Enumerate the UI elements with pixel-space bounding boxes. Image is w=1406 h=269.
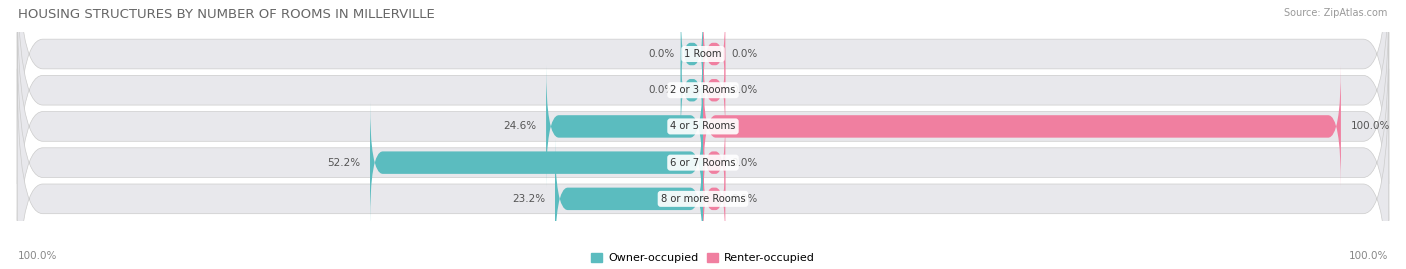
FancyBboxPatch shape — [703, 156, 725, 242]
FancyBboxPatch shape — [703, 47, 725, 133]
Text: 0.0%: 0.0% — [648, 49, 675, 59]
FancyBboxPatch shape — [681, 47, 703, 133]
FancyBboxPatch shape — [546, 65, 703, 188]
FancyBboxPatch shape — [17, 69, 1389, 269]
Text: 4 or 5 Rooms: 4 or 5 Rooms — [671, 121, 735, 132]
FancyBboxPatch shape — [17, 33, 1389, 269]
FancyBboxPatch shape — [681, 11, 703, 97]
Text: 0.0%: 0.0% — [731, 85, 758, 95]
Text: 6 or 7 Rooms: 6 or 7 Rooms — [671, 158, 735, 168]
FancyBboxPatch shape — [703, 119, 725, 206]
Text: 0.0%: 0.0% — [648, 85, 675, 95]
Text: HOUSING STRUCTURES BY NUMBER OF ROOMS IN MILLERVILLE: HOUSING STRUCTURES BY NUMBER OF ROOMS IN… — [18, 8, 434, 21]
Text: 100.0%: 100.0% — [1351, 121, 1391, 132]
FancyBboxPatch shape — [17, 0, 1389, 184]
FancyBboxPatch shape — [703, 65, 1341, 188]
Text: 24.6%: 24.6% — [503, 121, 537, 132]
FancyBboxPatch shape — [17, 0, 1389, 256]
Text: 0.0%: 0.0% — [731, 158, 758, 168]
FancyBboxPatch shape — [370, 101, 703, 224]
Text: 0.0%: 0.0% — [731, 49, 758, 59]
Text: 23.2%: 23.2% — [512, 194, 546, 204]
Text: 100.0%: 100.0% — [18, 251, 58, 261]
Text: 0.0%: 0.0% — [731, 194, 758, 204]
Text: 100.0%: 100.0% — [1348, 251, 1388, 261]
FancyBboxPatch shape — [17, 0, 1389, 220]
Text: 1 Room: 1 Room — [685, 49, 721, 59]
FancyBboxPatch shape — [703, 11, 725, 97]
Text: 8 or more Rooms: 8 or more Rooms — [661, 194, 745, 204]
FancyBboxPatch shape — [555, 138, 703, 260]
Text: 2 or 3 Rooms: 2 or 3 Rooms — [671, 85, 735, 95]
Text: Source: ZipAtlas.com: Source: ZipAtlas.com — [1284, 8, 1388, 18]
Legend: Owner-occupied, Renter-occupied: Owner-occupied, Renter-occupied — [586, 248, 820, 268]
Text: 52.2%: 52.2% — [328, 158, 360, 168]
